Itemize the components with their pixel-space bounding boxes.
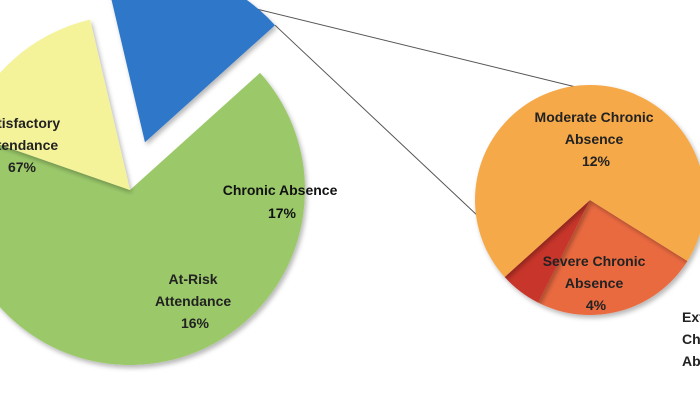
label-at-risk: At-Risk Attendance 16% <box>155 271 235 331</box>
label-satisfactory: Satisfactory Attendance 67% <box>0 115 64 175</box>
label-severe-chronic: Severe Chronic Absence 4% <box>543 253 650 313</box>
main-pie <box>0 0 305 365</box>
slice-chronic-absence <box>111 0 275 143</box>
label-chronic-absence: Chronic Absence 17% <box>223 182 342 221</box>
label-extreme-chronic: Extreme Chronic Absence <box>682 309 700 369</box>
slice-at-risk-attendance <box>0 19 130 190</box>
slice-severe-chronic-absence <box>538 200 688 316</box>
slice-extreme-chronic-absence <box>504 200 590 303</box>
slice-satisfactory-attendance <box>0 72 305 365</box>
connector-top <box>217 0 581 89</box>
label-moderate-chronic: Moderate Chronic Absence 12% <box>535 109 658 169</box>
slice-moderate-chronic-absence <box>475 85 700 278</box>
breakdown-pie <box>475 85 700 316</box>
